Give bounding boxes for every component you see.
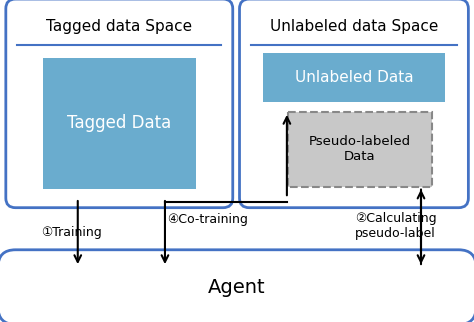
Text: Agent: Agent: [208, 278, 266, 297]
Bar: [263, 53, 445, 102]
Text: Tagged data Space: Tagged data Space: [46, 19, 192, 34]
Bar: [288, 112, 432, 187]
Bar: [43, 58, 196, 189]
Text: Unlabeled data Space: Unlabeled data Space: [270, 19, 438, 34]
Text: Unlabeled Data: Unlabeled Data: [295, 70, 413, 85]
Text: Tagged Data: Tagged Data: [67, 114, 172, 132]
Text: ①Training: ①Training: [41, 226, 102, 239]
Text: ④Co-training: ④Co-training: [167, 213, 248, 226]
FancyBboxPatch shape: [6, 0, 233, 208]
FancyBboxPatch shape: [0, 250, 474, 322]
Text: ②Calculating
pseudo-label: ②Calculating pseudo-label: [356, 213, 437, 241]
Text: Pseudo-labeled
Data: Pseudo-labeled Data: [309, 135, 411, 163]
FancyBboxPatch shape: [239, 0, 468, 208]
